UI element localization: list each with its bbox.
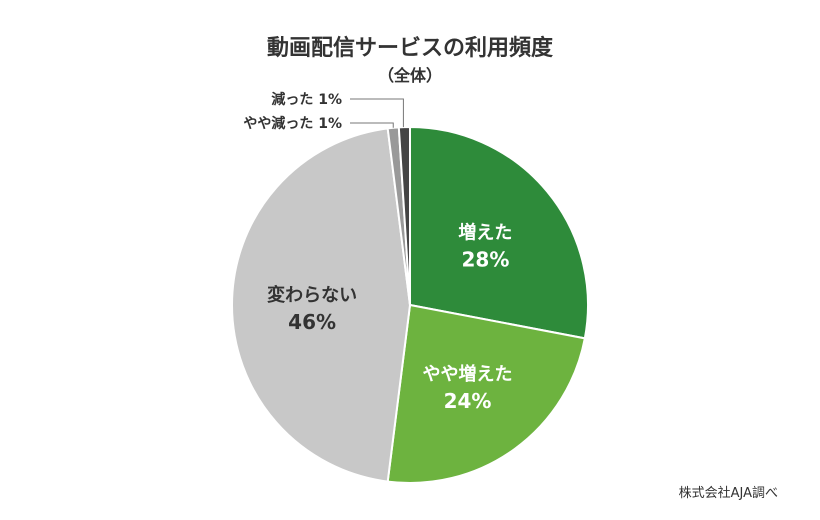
- chart-title: 動画配信サービスの利用頻度: [266, 36, 553, 61]
- slice-label-slightly-increased: やや増えた: [423, 363, 513, 385]
- slice-value-unchanged: 46%: [288, 310, 336, 334]
- pie-slice-slightly-increased: [386, 303, 587, 484]
- slice-label-decreased: 減った 1%: [271, 91, 342, 108]
- slice-label-increased: 増えた: [458, 222, 512, 244]
- leader-line-slightly-decreased: [350, 122, 394, 128]
- source-note: 株式会社AJA調べ: [678, 486, 778, 501]
- chart-subtitle: （全体）: [377, 66, 442, 85]
- leader-line-decreased: [350, 98, 404, 128]
- pie-slice-increased: [409, 125, 589, 340]
- slice-label-slightly-decreased: やや減った 1%: [243, 115, 342, 132]
- pie-slice-decreased: [397, 125, 411, 306]
- slice-label-unchanged: 変わらない: [267, 284, 357, 306]
- slice-value-slightly-increased: 24%: [444, 389, 492, 413]
- pie-slice-unchanged: [231, 127, 412, 483]
- slice-value-increased: 28%: [461, 248, 509, 272]
